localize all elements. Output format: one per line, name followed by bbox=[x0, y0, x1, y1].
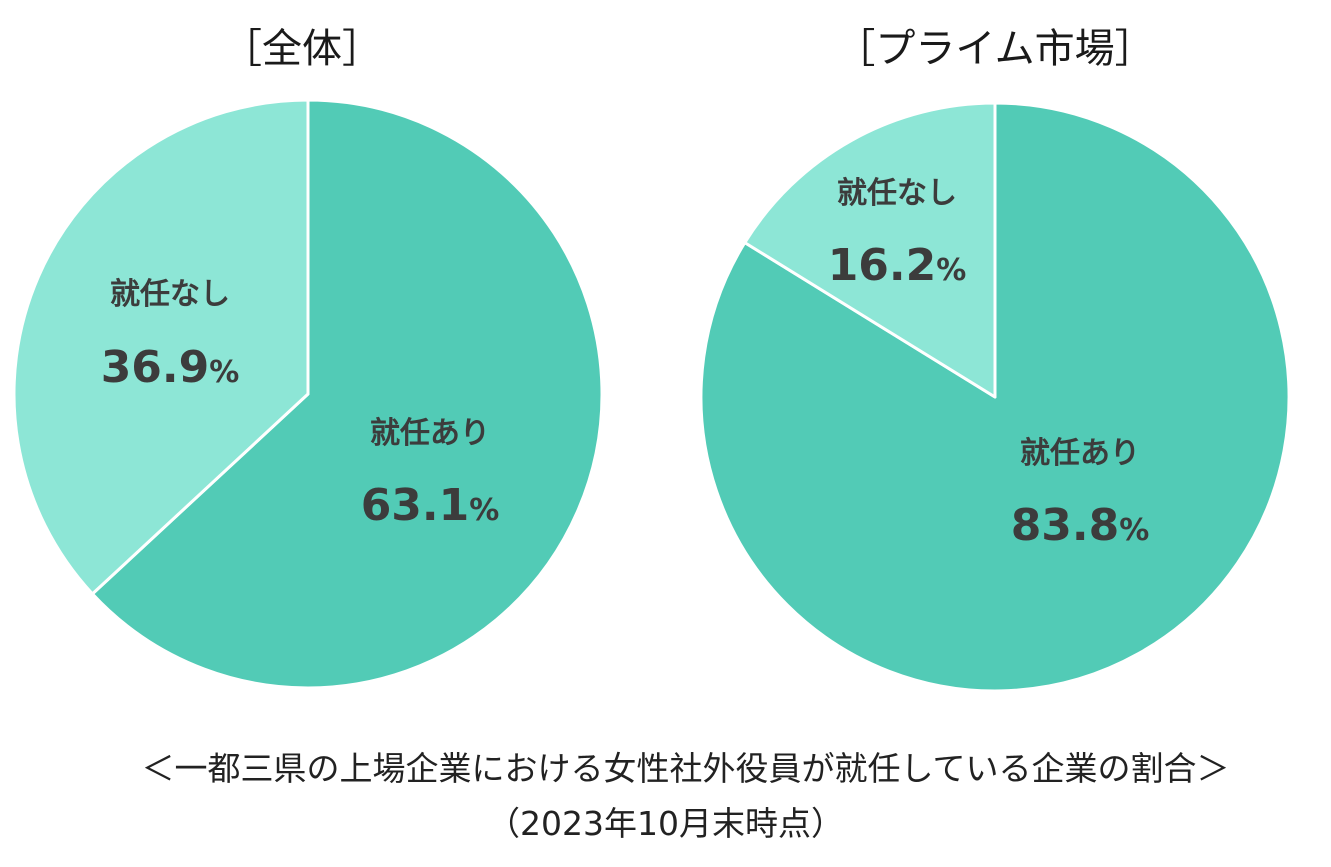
slice-annotation-overall-no: 就任なし 36.9% bbox=[101, 277, 240, 393]
chart-title-overall: ［全体］ bbox=[222, 26, 382, 72]
slice-overall-no bbox=[12, 98, 310, 596]
pie-chart-prime: ［プライム市場］ 就任あり 83.8% 就任なし 16.2% bbox=[699, 26, 1291, 693]
slice-annotation-prime-yes: 就任あり 83.8% bbox=[1011, 436, 1150, 551]
slice-label-overall-no: 就任なし bbox=[110, 277, 230, 312]
pie-chart-overall: ［全体］ 就任あり 63.1% 就任なし 36.9% bbox=[12, 26, 604, 690]
chart-title-prime: ［プライム市場］ bbox=[835, 26, 1154, 72]
slice-value-overall-no: 36.9% bbox=[101, 342, 240, 393]
slice-label-overall-yes: 就任あり bbox=[370, 416, 490, 451]
chart-caption: ＜一都三県の上場企業における女性社外役員が就任している企業の割合＞ bbox=[141, 749, 1230, 788]
slice-label-prime-no: 就任なし bbox=[837, 176, 957, 211]
slice-label-prime-yes: 就任あり bbox=[1020, 436, 1140, 471]
pie-slices-overall bbox=[12, 98, 604, 690]
slice-value-prime-yes: 83.8% bbox=[1011, 500, 1150, 551]
slice-value-overall-yes: 63.1% bbox=[361, 480, 500, 531]
pie-slices-prime bbox=[699, 101, 1291, 693]
slice-prime-no bbox=[743, 101, 997, 399]
slice-annotation-prime-no: 就任なし 16.2% bbox=[828, 176, 967, 291]
slice-annotation-overall-yes: 就任あり 63.1% bbox=[361, 416, 500, 531]
pie-charts: ［全体］ 就任あり 63.1% 就任なし 36.9% ［プライム市場］ 就任あり… bbox=[12, 26, 1291, 693]
slice-overall-yes bbox=[90, 98, 604, 690]
chart-caption-date: （2023年10月末時点） bbox=[487, 804, 844, 843]
slice-value-prime-no: 16.2% bbox=[828, 240, 967, 291]
